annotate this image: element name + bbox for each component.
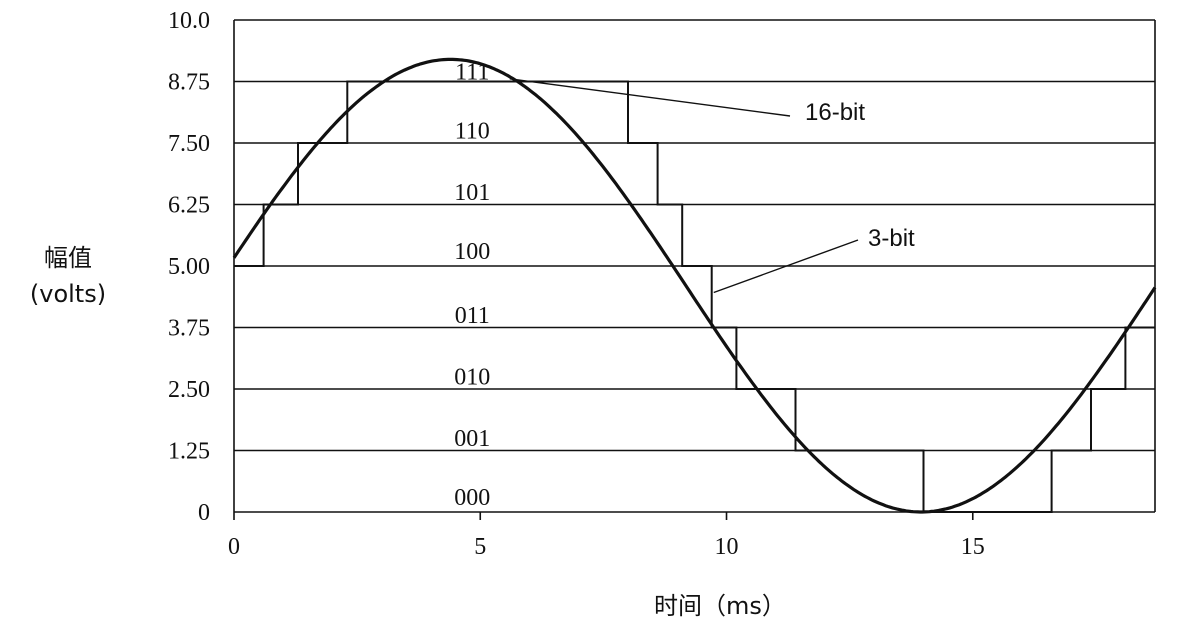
callout-line-16bit — [509, 78, 791, 117]
y-tick-label-8: 10.0 — [168, 8, 210, 34]
y-axis-label-line2: (volts) — [30, 280, 106, 308]
x-tick-label-3: 15 — [961, 534, 985, 560]
x-tick-label-0: 0 — [228, 534, 240, 560]
series-16bit-sine — [232, 57, 1157, 514]
y-tick-label-4: 5.00 — [168, 254, 210, 280]
code-label-110: 110 — [455, 119, 490, 145]
y-tick-label-5: 6.25 — [168, 193, 210, 219]
series — [232, 57, 1157, 514]
y-tick-label-1: 1.25 — [168, 439, 210, 465]
series-3bit-steps — [234, 80, 1155, 513]
x-ticks: 0 5 10 15 — [228, 512, 985, 560]
callout-label-16bit: 16-bit — [805, 99, 865, 126]
y-tick-label-3: 3.75 — [168, 316, 210, 342]
callout-line-3bit — [713, 239, 859, 294]
code-label-010: 010 — [454, 365, 490, 391]
code-label-011: 011 — [455, 303, 490, 329]
code-label-100: 100 — [454, 239, 490, 265]
y-tick-label-7: 8.75 — [168, 70, 210, 96]
callouts: 16-bit 3-bit — [509, 78, 915, 294]
y-tick-label-2: 2.50 — [168, 377, 210, 403]
y-tick-label-6: 7.50 — [168, 131, 210, 157]
x-tick-label-2: 10 — [715, 534, 739, 560]
code-label-101: 101 — [454, 180, 490, 206]
y-ticks: 0 1.25 2.50 3.75 5.00 6.25 7.50 8.75 10.0 — [168, 8, 210, 526]
code-label-001: 001 — [454, 426, 490, 452]
y-tick-label-0: 0 — [198, 500, 210, 526]
y-axis-label-line1: 幅值 — [44, 244, 92, 272]
x-tick-label-1: 5 — [474, 534, 486, 560]
code-label-000: 000 — [454, 485, 490, 511]
callout-label-3bit: 3-bit — [868, 225, 915, 252]
x-axis-label: 时间（ms） — [654, 592, 786, 620]
